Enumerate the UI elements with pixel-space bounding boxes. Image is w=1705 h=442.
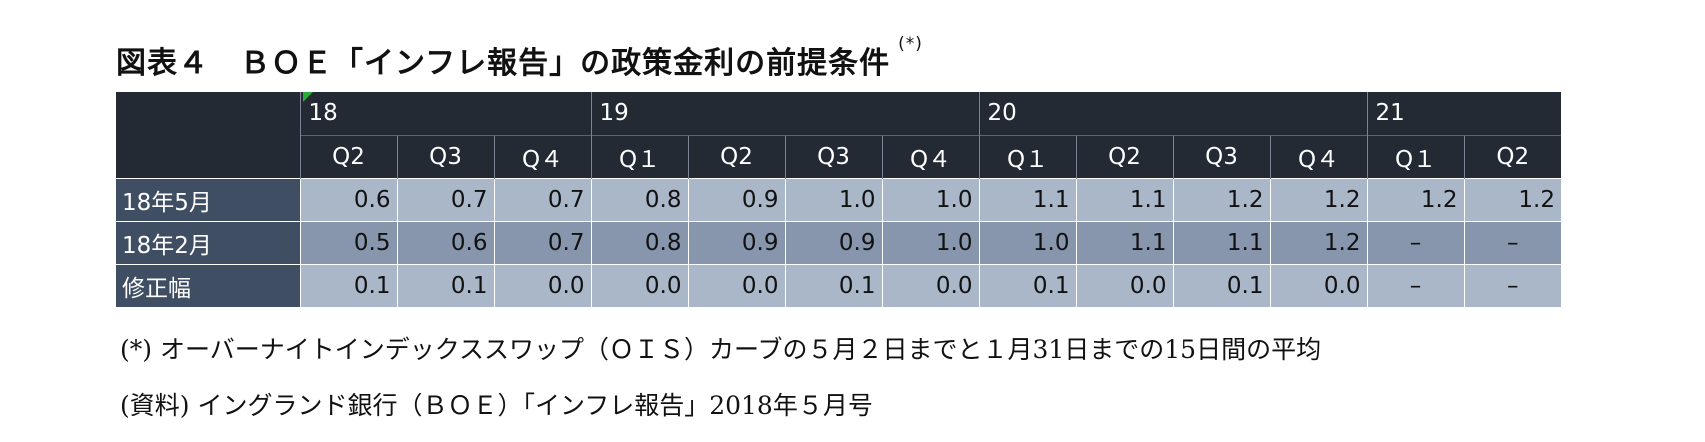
quarter-header: Q４ (881, 134, 979, 178)
table-cell: 0.7 (396, 177, 494, 221)
table-cell: 0.6 (396, 220, 494, 264)
table-cell: 0.6 (299, 177, 397, 221)
year-header-18: 18 (299, 92, 591, 135)
table-cell: 0.5 (299, 220, 397, 264)
quarter-header: Q４ (1269, 134, 1367, 178)
table-cell: 0.1 (978, 263, 1076, 307)
year-header-20: 20 (978, 92, 1367, 135)
quarter-header: Q2 (687, 134, 785, 178)
table-cell: 0.1 (396, 263, 494, 307)
table-cell: 0.0 (881, 263, 979, 307)
table-cell: 1.2 (1366, 177, 1464, 221)
table-corner-cell (116, 92, 300, 178)
table-cell: 1.2 (1269, 177, 1367, 221)
table-cell: 0.1 (784, 263, 882, 307)
table-cell: 0.0 (1075, 263, 1173, 307)
table-cell: 0.1 (1172, 263, 1270, 307)
table-cell: – (1366, 220, 1464, 264)
table-cell: 0.0 (590, 263, 688, 307)
table-cell: 0.7 (493, 220, 591, 264)
table-cell: 0.9 (784, 220, 882, 264)
table-cell: 0.8 (590, 220, 688, 264)
figure-title-note-mark: (*) (898, 34, 923, 54)
quarter-header: Q１ (590, 134, 688, 178)
year-header-19: 19 (590, 92, 979, 135)
cell-indicator-triangle (303, 92, 313, 102)
table-row-feb-2018: 18年2月 0.5 0.6 0.7 0.8 0.9 0.9 1.0 1.0 1.… (116, 220, 1561, 264)
table-cell: 0.8 (590, 177, 688, 221)
table-cell: 1.1 (1075, 220, 1173, 264)
table-cell: 1.2 (1269, 220, 1367, 264)
table-cell: 0.9 (687, 220, 785, 264)
table-cell: 0.0 (687, 263, 785, 307)
table-cell: 0.1 (299, 263, 397, 307)
quarter-header: Q3 (784, 134, 882, 178)
table-cell: – (1366, 263, 1464, 307)
footnote-ois: (*) オーバーナイトインデックススワップ（ＯＩＳ）カーブの５月２日までと１月3… (120, 335, 1322, 364)
table-cell: 1.2 (1463, 177, 1561, 221)
table-cell: 1.1 (1075, 177, 1173, 221)
policy-rate-table: 18 19 20 21 Q2 Q3 Q４ Q１ Q2 Q3 Q４ Q１ Q2 Q… (116, 92, 1561, 307)
table-row-revision: 修正幅 0.1 0.1 0.0 0.0 0.0 0.1 0.0 0.1 0.0 … (116, 263, 1561, 307)
table-cell: – (1463, 220, 1561, 264)
quarter-header: Q2 (299, 134, 397, 178)
row-label: 18年5月 (116, 177, 300, 221)
table-cell: 1.2 (1172, 177, 1270, 221)
row-label: 18年2月 (116, 220, 300, 264)
source-note: (資料) イングランド銀行（ＢＯＥ）「インフレ報告」2018年５月号 (120, 391, 873, 420)
table-row-may-2018: 18年5月 0.6 0.7 0.7 0.8 0.9 1.0 1.0 1.1 1.… (116, 177, 1561, 221)
quarter-header-row: Q2 Q3 Q４ Q１ Q2 Q3 Q４ Q１ Q2 Q3 Q４ Q１ Q2 (116, 134, 1561, 178)
table-cell: 0.0 (1269, 263, 1367, 307)
table-cell: 0.0 (493, 263, 591, 307)
table-cell: – (1463, 263, 1561, 307)
year-header-21: 21 (1366, 92, 1561, 135)
quarter-header: Q１ (978, 134, 1076, 178)
quarter-header: Q3 (1172, 134, 1270, 178)
quarter-header: Q3 (396, 134, 494, 178)
quarter-header: Q４ (493, 134, 591, 178)
row-label: 修正幅 (116, 263, 300, 307)
figure-title: 図表４ ＢＯＥ「インフレ報告」の政策金利の前提条件 (*) (116, 34, 923, 82)
figure-title-text: 図表４ ＢＯＥ「インフレ報告」の政策金利の前提条件 (116, 46, 891, 81)
quarter-header: Q2 (1075, 134, 1173, 178)
table-cell: 1.1 (978, 177, 1076, 221)
table-cell: 1.0 (978, 220, 1076, 264)
table-cell: 0.7 (493, 177, 591, 221)
table-cell: 1.0 (881, 177, 979, 221)
table-cell: 1.1 (1172, 220, 1270, 264)
table-cell: 0.9 (687, 177, 785, 221)
quarter-header: Q１ (1366, 134, 1464, 178)
year-header-row: 18 19 20 21 (116, 92, 1561, 178)
quarter-header: Q2 (1463, 134, 1561, 178)
table-cell: 1.0 (784, 177, 882, 221)
table-cell: 1.0 (881, 220, 979, 264)
